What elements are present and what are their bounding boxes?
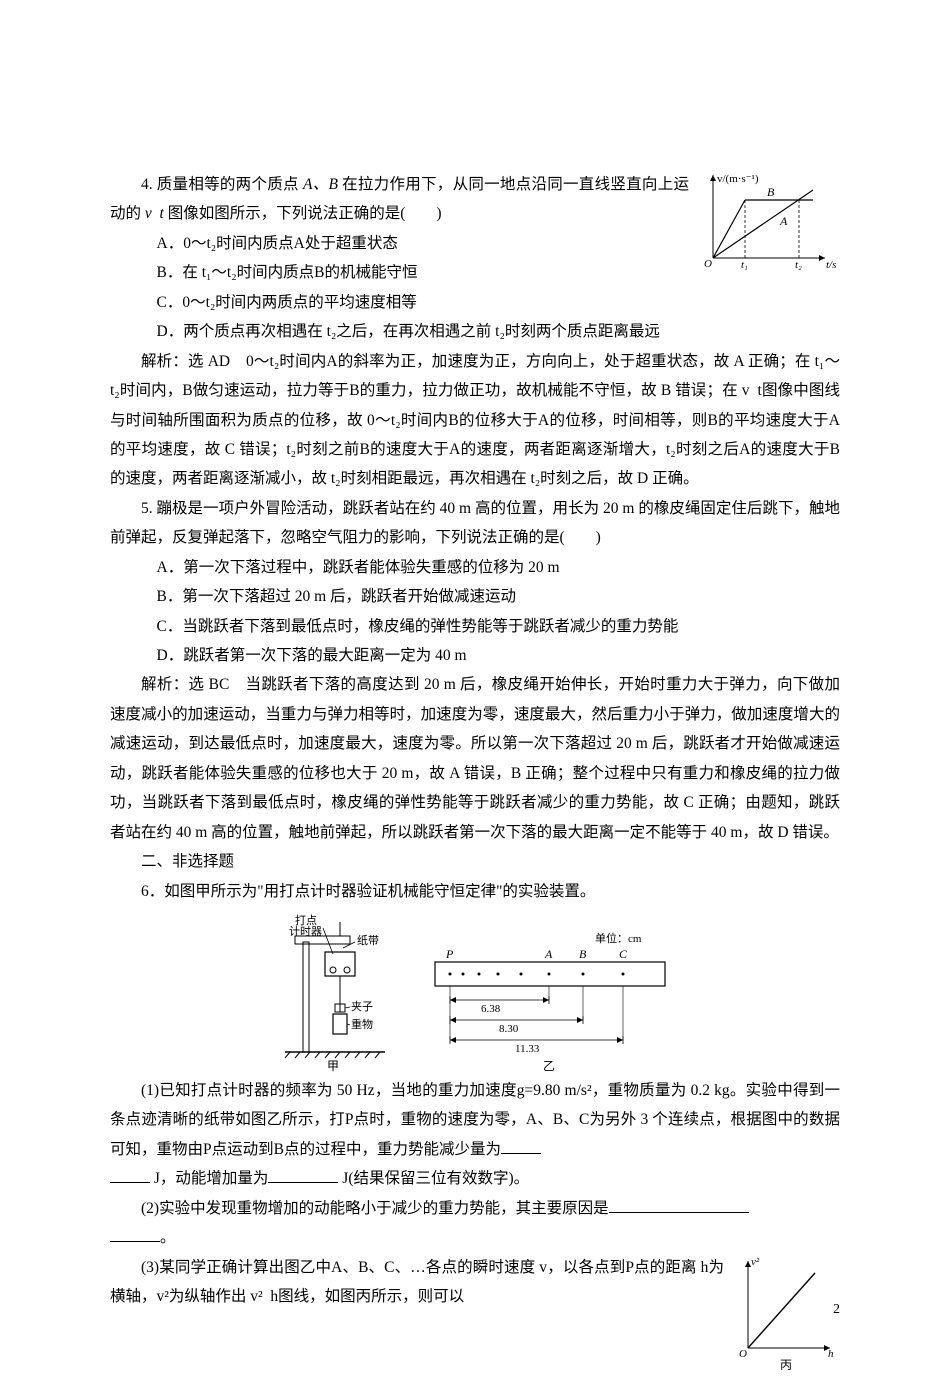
q4-vt-graph: v/(m·s⁻¹) t/s O t₁ t₂ A B	[695, 170, 840, 270]
pt-P: P	[445, 947, 454, 961]
bing-O: O	[739, 1348, 747, 1360]
lbl-jia: 甲	[327, 1059, 339, 1072]
q5-optB: B．第一次下落超过 20 m 后，跳跃者开始做减速运动	[110, 582, 840, 611]
blank-3[interactable]	[609, 1196, 749, 1213]
line-A-label: A	[779, 214, 788, 228]
q4-optC: C．0～t₂时间内两质点的平均速度相等	[110, 288, 840, 317]
t2-label: t₂	[795, 259, 802, 270]
lbl-clip: 夹子	[351, 1000, 373, 1013]
dim-PA: 6.38	[481, 1003, 501, 1015]
q4-answer: 解析：选 AD 0～t₂时间内A的斜率为正，加速度为正，方向向上，处于超重状态，…	[110, 347, 840, 494]
bing-label: 丙	[780, 1358, 792, 1372]
q6-part1: (1)已知打点计时器的频率为 50 Hz，当地的重力加速度g=9.80 m/s²…	[110, 1076, 840, 1194]
dim-PC: 11.33	[515, 1043, 540, 1055]
q6-graph-bing: v² h O 丙	[730, 1253, 840, 1373]
pt-B: B	[579, 947, 587, 961]
blank-2[interactable]	[268, 1167, 338, 1184]
section2-title: 二、非选择题	[110, 847, 840, 876]
lbl-counter-1: 打点	[295, 913, 317, 927]
q6-stem: 6．如图甲所示为"用打点计时器验证机械能守恒定律"的实验装置。	[110, 877, 840, 906]
blank-1[interactable]	[501, 1137, 541, 1154]
lbl-tape: 纸带	[357, 934, 379, 947]
lbl-weight: 重物	[351, 1017, 373, 1031]
dim-PB: 8.30	[499, 1023, 519, 1035]
q5-optC: C．当跳跃者下落到最低点时，橡皮绳的弹性势能等于跳跃者减少的重力势能	[110, 612, 840, 641]
q6-part2: (2)实验中发现重物增加的动能略小于减少的重力势能，其主要原因是 。	[110, 1194, 840, 1253]
q4-optD: D．两个质点再次相遇在 t₂之后，在再次相遇之前 t₂时刻两个质点距离最远	[110, 317, 840, 346]
q5-stem: 5. 蹦极是一项户外冒险活动，跳跃者站在约 40 m 高的位置，用长为 20 m…	[110, 494, 840, 553]
lbl-counter-2: 计时器	[289, 925, 322, 938]
q5-answer: 解析：选 BC 当跳跃者下落的高度达到 20 m 后，橡皮绳开始伸长，开始时重力…	[110, 670, 840, 847]
axis-y-label: v/(m·s⁻¹)	[717, 173, 759, 185]
t1-label: t₁	[741, 259, 748, 270]
q5-optA: A．第一次下落过程中，跳跃者能体验失重感的位移为 20 m	[110, 553, 840, 582]
pt-C: C	[619, 947, 628, 961]
pt-A: A	[544, 947, 553, 961]
q5-optD: D．跳跃者第一次下落的最大距离一定为 40 m	[110, 641, 840, 670]
bing-x: h	[828, 1348, 834, 1360]
origin-label: O	[704, 258, 712, 270]
q6-figure-apparatus: 打点 计时器 纸带 夹子 重物 甲 P A B C 单位：cm 6.38	[110, 912, 840, 1072]
page-number: 2	[833, 1297, 840, 1324]
blank-1b[interactable]	[110, 1167, 150, 1184]
blank-3b[interactable]	[110, 1226, 160, 1243]
lbl-unit: 单位：cm	[595, 931, 642, 945]
bing-y: v²	[751, 1256, 760, 1268]
line-B-label: B	[767, 185, 775, 199]
lbl-yi: 乙	[543, 1059, 555, 1072]
axis-x-label: t/s	[826, 259, 836, 270]
